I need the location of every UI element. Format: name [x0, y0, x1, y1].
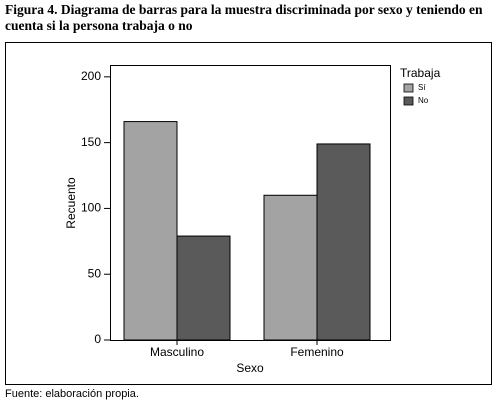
bar	[263, 194, 318, 341]
x-axis-label: Sexo	[236, 361, 264, 375]
frame	[5, 42, 492, 385]
source-note: Fuente: elaboración propia.	[5, 388, 139, 400]
y-axis-label: Recuento	[64, 177, 78, 229]
y-tick-label: 150	[81, 135, 101, 149]
chart: Sexo Recuento Trabaja 0 50 100 150 200 Mascul…	[5, 42, 492, 385]
legend-swatch	[403, 83, 414, 93]
bar	[316, 143, 371, 341]
legend-label: No	[418, 96, 429, 105]
x-tick-label: Femenino	[290, 345, 344, 359]
y-tick-label: 50	[88, 266, 102, 280]
bar	[176, 235, 231, 341]
x-tick-label: Masculino	[150, 345, 204, 359]
legend-swatch	[403, 96, 414, 106]
y-tick-label: 100	[81, 201, 101, 215]
bar	[123, 121, 178, 341]
legend-label: Sí	[418, 83, 426, 92]
y-tick-label: 200	[81, 69, 101, 83]
chart-title: Figura 4. Diagrama de barras para la mue…	[5, 2, 483, 33]
legend-title: Trabaja	[400, 66, 441, 80]
y-tick-label: 0	[94, 332, 101, 346]
